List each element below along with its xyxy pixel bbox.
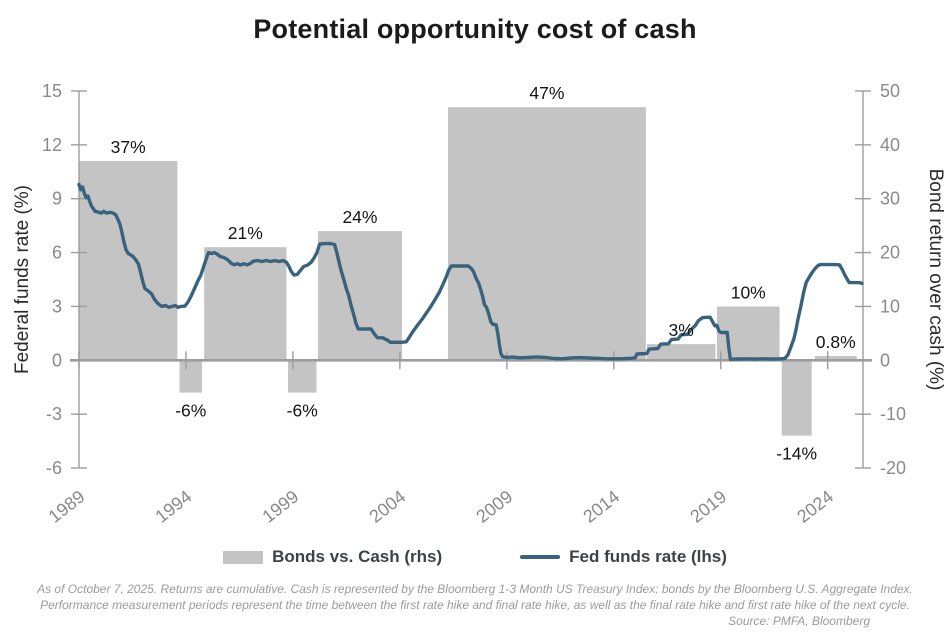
bar-value-label: 21% bbox=[228, 223, 263, 243]
bar-value-label: -14% bbox=[776, 444, 817, 464]
svg-text:2019: 2019 bbox=[686, 486, 730, 526]
svg-text:10: 10 bbox=[880, 296, 900, 316]
bar-period bbox=[646, 344, 716, 361]
svg-text:1999: 1999 bbox=[259, 486, 303, 526]
line-swatch-icon bbox=[520, 555, 561, 559]
svg-text:-10: -10 bbox=[880, 404, 906, 424]
svg-text:40: 40 bbox=[880, 135, 900, 155]
fed-funds-line bbox=[77, 182, 864, 361]
svg-text:2014: 2014 bbox=[579, 486, 623, 526]
bar-value-label: 10% bbox=[731, 282, 766, 302]
bar-value-label: 24% bbox=[342, 207, 377, 227]
footnote-line-2: Performance measurement periods represen… bbox=[40, 597, 910, 612]
svg-text:15: 15 bbox=[42, 81, 62, 101]
chart-area: 15 12 9 6 3 0 -3 -6 50 40 30 20 10 0 -10 -20 1989 1994 199… bbox=[0, 60, 950, 530]
svg-text:2024: 2024 bbox=[793, 486, 837, 526]
footnote: As of October 7, 2025. Returns are cumul… bbox=[0, 582, 950, 629]
svg-text:30: 30 bbox=[880, 189, 900, 209]
legend-label: Bonds vs. Cash (rhs) bbox=[272, 547, 443, 566]
bar-value-label: 0.8% bbox=[816, 332, 856, 352]
bar-value-label: 47% bbox=[529, 83, 564, 103]
legend-item-bonds-vs-cash: Bonds vs. Cash (rhs) bbox=[223, 547, 442, 567]
svg-text:0: 0 bbox=[52, 350, 62, 370]
svg-text:-3: -3 bbox=[46, 404, 62, 424]
bar-period bbox=[448, 107, 646, 361]
svg-text:12: 12 bbox=[42, 135, 62, 155]
svg-text:20: 20 bbox=[880, 243, 900, 263]
svg-text:-6: -6 bbox=[46, 458, 62, 478]
bar-labels-layer: 37% -6% 21% -6% 24% 47% 3% 10% -14% 0.8% bbox=[111, 83, 856, 464]
svg-text:-20: -20 bbox=[880, 458, 906, 478]
bar-swatch-icon bbox=[223, 550, 264, 564]
bar-value-label: 3% bbox=[669, 320, 694, 340]
bars-layer bbox=[79, 107, 857, 436]
left-axis-title: Federal funds rate (%) bbox=[12, 185, 33, 374]
bar-value-label: 37% bbox=[111, 137, 146, 157]
svg-text:0: 0 bbox=[880, 350, 890, 370]
svg-text:6: 6 bbox=[52, 243, 62, 263]
bar-value-label: -6% bbox=[287, 401, 318, 421]
legend-item-fed-funds-rate: Fed funds rate (lhs) bbox=[520, 547, 727, 567]
svg-text:1994: 1994 bbox=[152, 486, 196, 526]
svg-text:3: 3 bbox=[52, 296, 62, 316]
svg-text:1989: 1989 bbox=[45, 486, 89, 526]
bar-period bbox=[179, 360, 203, 393]
svg-text:2009: 2009 bbox=[472, 486, 516, 526]
chart-title: Potential opportunity cost of cash bbox=[253, 14, 697, 44]
bar-period bbox=[814, 355, 857, 361]
bar-period bbox=[781, 360, 812, 436]
svg-text:50: 50 bbox=[880, 81, 900, 101]
bar-value-label: -6% bbox=[175, 401, 206, 421]
bar-period bbox=[79, 161, 178, 361]
right-axis-title: Bond return over cash (%) bbox=[925, 169, 946, 391]
legend: Bonds vs. Cash (rhs) Fed funds rate (lhs… bbox=[0, 545, 950, 569]
source-credit: Source: PMFA, Bloomberg bbox=[728, 613, 870, 628]
footnote-line-1: As of October 7, 2025. Returns are cumul… bbox=[37, 582, 913, 596]
svg-text:9: 9 bbox=[52, 189, 62, 209]
legend-label: Fed funds rate (lhs) bbox=[569, 547, 727, 566]
svg-text:2004: 2004 bbox=[365, 486, 409, 526]
